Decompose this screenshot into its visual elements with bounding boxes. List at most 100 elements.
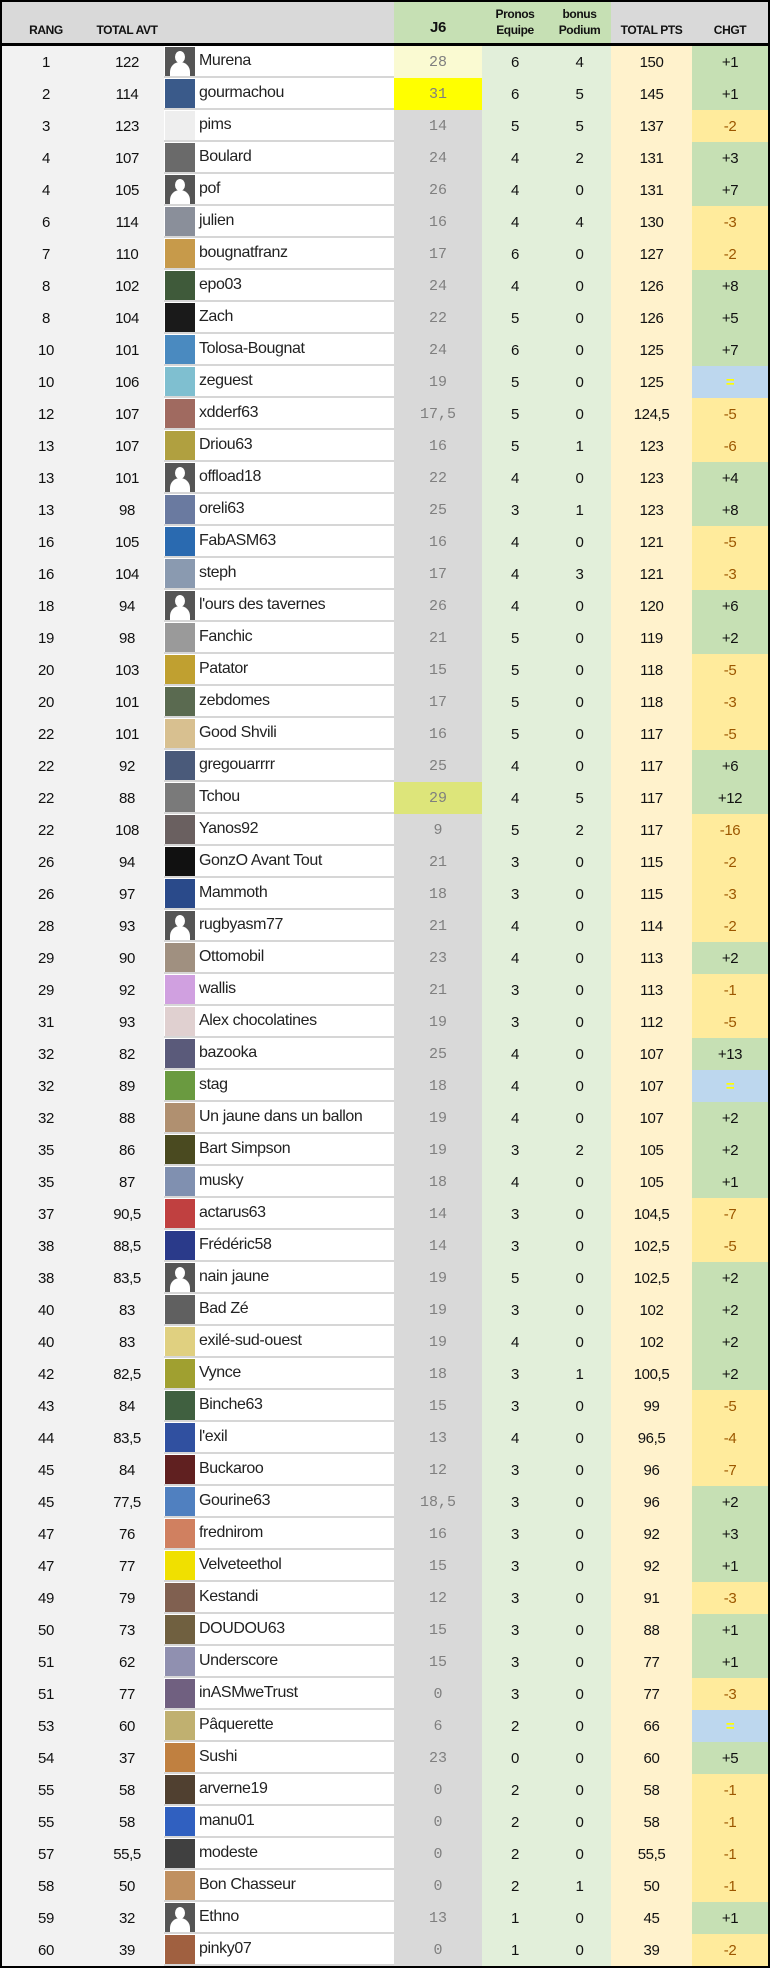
total-pts-cell: 96 (611, 1486, 692, 1518)
total-avt-cell: 77 (119, 1557, 135, 1575)
avatar (164, 1390, 196, 1422)
total-avt-cell: 83 (119, 1301, 135, 1319)
chgt-cell: -3 (692, 878, 768, 910)
table-row: 43 84 Binche63 15 3 0 99 -5 (2, 1390, 768, 1422)
avatar-image (165, 1518, 195, 1548)
total-pts-cell: 125 (611, 366, 692, 398)
table-row: 29 92 wallis 21 3 0 113 -1 (2, 974, 768, 1006)
player-name: Alex chocolatines (196, 1006, 394, 1038)
avatar-image (165, 1006, 195, 1036)
player-name: Velveteethol (196, 1550, 394, 1582)
table-row: 4 107 Boulard 24 4 2 131 +3 (2, 142, 768, 174)
total-pts-cell: 102,5 (611, 1230, 692, 1262)
player-name: Underscore (196, 1646, 394, 1678)
table-row: 40 83 exilé-sud-ouest 19 4 0 102 +2 (2, 1326, 768, 1358)
table-row: 51 77 inASMweTrust 0 3 0 77 -3 (2, 1678, 768, 1710)
bonus-podium-cell: 0 (548, 1422, 611, 1454)
avatar (164, 1102, 196, 1134)
table-row: 12 107 xdderf63 17,5 5 0 124,5 -5 (2, 398, 768, 430)
total-avt-cell: 94 (119, 597, 135, 615)
total-avt-cell: 88,5 (113, 1237, 141, 1255)
total-avt-cell: 79 (119, 1589, 135, 1607)
total-avt-cell: 60 (119, 1717, 135, 1735)
pronos-equipe-cell: 3 (482, 1358, 548, 1390)
table-row: 54 37 Sushi 23 0 0 60 +5 (2, 1742, 768, 1774)
total-avt-cell: 101 (115, 693, 139, 711)
player-name: Gourine63 (196, 1486, 394, 1518)
bonus-podium-cell: 0 (548, 1678, 611, 1710)
total-avt-cell: 98 (119, 501, 135, 519)
rank-cell: 51 (38, 1653, 54, 1671)
rank-cell: 8 (42, 309, 50, 327)
total-avt-cell: 122 (115, 53, 139, 71)
pronos-equipe-cell: 5 (482, 302, 548, 334)
total-avt-cell: 93 (119, 1013, 135, 1031)
total-avt-cell: 77 (119, 1685, 135, 1703)
table-header: RANG TOTAL AVT J6 Pronos Equipe bonus Po… (2, 0, 768, 46)
rank-cell: 13 (38, 437, 54, 455)
chgt-cell: -5 (692, 718, 768, 750)
table-row: 45 77,5 Gourine63 18,5 3 0 96 +2 (2, 1486, 768, 1518)
avatar-image (165, 1614, 195, 1644)
total-pts-cell: 127 (611, 238, 692, 270)
chgt-cell: -1 (692, 1838, 768, 1870)
chgt-cell: +2 (692, 1486, 768, 1518)
header-j6: J6 (394, 2, 482, 43)
j6-points-cell: 9 (394, 814, 482, 846)
table-row: 55 58 arverne19 0 2 0 58 -1 (2, 1774, 768, 1806)
avatar (164, 750, 196, 782)
rank-cell: 47 (38, 1525, 54, 1543)
header-bonus: bonus Podium (548, 2, 611, 43)
avatar-image (165, 1582, 195, 1612)
bonus-podium-cell: 0 (548, 1582, 611, 1614)
chgt-cell: = (692, 1710, 768, 1742)
j6-points-cell: 23 (394, 1742, 482, 1774)
pronos-equipe-cell: 2 (482, 1806, 548, 1838)
avatar-image (165, 1102, 195, 1132)
avatar-image (165, 1742, 195, 1772)
rank-cell: 60 (38, 1941, 54, 1959)
pronos-equipe-cell: 6 (482, 78, 548, 110)
chgt-cell: = (692, 1070, 768, 1102)
table-row: 13 98 oreli63 25 3 1 123 +8 (2, 494, 768, 526)
chgt-cell: +5 (692, 1742, 768, 1774)
avatar (164, 814, 196, 846)
total-avt-cell: 88 (119, 1109, 135, 1127)
avatar (164, 270, 196, 302)
j6-points-cell: 21 (394, 910, 482, 942)
pronos-equipe-cell: 3 (482, 1294, 548, 1326)
bonus-podium-cell: 0 (548, 1774, 611, 1806)
table-row: 32 82 bazooka 25 4 0 107 +13 (2, 1038, 768, 1070)
table-row: 58 50 Bon Chasseur 0 2 1 50 -1 (2, 1870, 768, 1902)
avatar (164, 1422, 196, 1454)
total-pts-cell: 126 (611, 270, 692, 302)
j6-points-cell: 25 (394, 1038, 482, 1070)
avatar-image (165, 1870, 195, 1900)
total-pts-cell: 120 (611, 590, 692, 622)
bonus-podium-cell: 0 (548, 1902, 611, 1934)
chgt-cell: +2 (692, 1134, 768, 1166)
player-name: Fanchic (196, 622, 394, 654)
j6-points-cell: 0 (394, 1934, 482, 1966)
total-avt-cell: 76 (119, 1525, 135, 1543)
total-avt-cell: 84 (119, 1461, 135, 1479)
avatar-image (165, 1678, 195, 1708)
avatar-image (165, 1550, 195, 1580)
player-name: Ottomobil (196, 942, 394, 974)
rank-cell: 20 (38, 661, 54, 679)
avatar-image (165, 110, 195, 140)
pronos-equipe-cell: 3 (482, 1486, 548, 1518)
total-pts-cell: 107 (611, 1070, 692, 1102)
bonus-podium-cell: 0 (548, 1166, 611, 1198)
avatar-image (165, 270, 195, 300)
rank-cell: 26 (38, 853, 54, 871)
rank-cell: 8 (42, 277, 50, 295)
bonus-podium-cell: 0 (548, 1614, 611, 1646)
player-name: manu01 (196, 1806, 394, 1838)
chgt-cell: -7 (692, 1198, 768, 1230)
chgt-cell: +4 (692, 462, 768, 494)
total-pts-cell: 105 (611, 1166, 692, 1198)
j6-points-cell: 0 (394, 1806, 482, 1838)
avatar (164, 846, 196, 878)
total-pts-cell: 107 (611, 1102, 692, 1134)
